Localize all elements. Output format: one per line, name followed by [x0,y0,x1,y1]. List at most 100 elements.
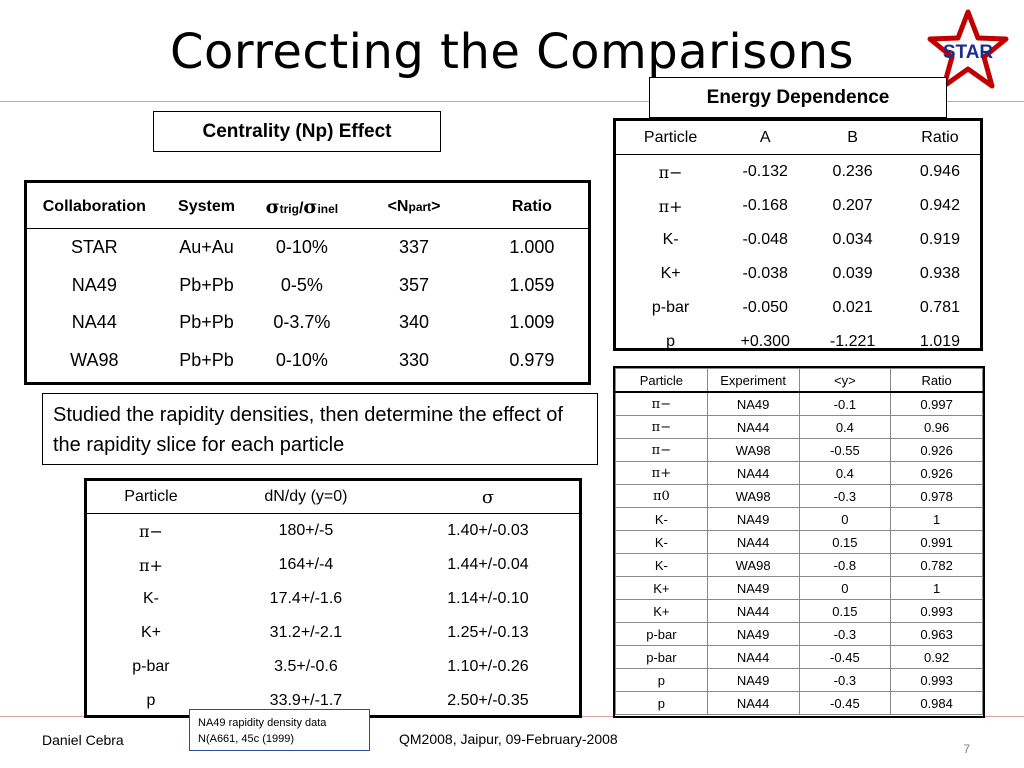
cell-sigma: 1.25+/-0.13 [447,624,529,641]
table-row: π− 180+/-5 1.40+/-0.03 [87,514,579,549]
cell-npart: 357 [399,274,430,295]
table-header-row: Particle A B Ratio [616,121,980,155]
table-row: p NA49 -0.3 0.993 [615,668,983,692]
cell-experiment: NA49 [706,391,800,416]
table-row: p-bar NA44 -0.45 0.92 [615,645,983,669]
cell-b: 0.034 [832,231,873,248]
cell-ratio: 1 [890,507,983,531]
col-header-particle: Particle [615,368,708,393]
cell-ratio: 1.000 [509,237,555,258]
col-header-ratio: Ratio [890,368,983,393]
cell-b: -1.221 [829,333,876,350]
cell-particle: π+ [138,555,163,575]
cell-particle: p-bar [651,299,690,316]
rapidity-table: Particle Experiment <y> Ratio π− NA49 -0.1… [615,368,983,715]
cell-y: 0.4 [798,415,892,439]
cell-collaboration: WA98 [70,349,119,370]
cell-particle: p-bar [615,622,708,646]
table-row: p-bar -0.050 0.021 0.781 [616,291,980,325]
cell-y: -0.8 [798,553,892,577]
col-header-dndy: dN/dy (y=0) [214,481,397,514]
table-row: STAR Au+Au 0-10% 337 1.000 [27,229,588,267]
cell-dndy: 164+/-4 [278,556,334,573]
col-header-system: System [161,185,252,229]
cell-system: Pb+Pb [179,274,234,295]
col-header-ratio: Ratio [899,121,980,155]
cell-dndy: 17.4+/-1.6 [269,590,343,607]
table-row: K+ 31.2+/-2.1 1.25+/-0.13 [87,616,579,650]
cell-y: 0 [798,507,892,531]
table-row: NA49 Pb+Pb 0-5% 357 1.059 [27,267,588,305]
footer-author: Daniel Cebra [42,732,124,748]
star-logo: STAR [927,9,1009,89]
col-header-ratio: Ratio [475,185,588,229]
cell-system: Pb+Pb [179,312,234,333]
energy-label: Energy Dependence [649,77,947,118]
cell-experiment: NA44 [706,461,800,485]
dndy-table: Particle dN/dy (y=0) σ π− 180+/-5 1.40+/-0… [87,481,579,718]
cell-y: -0.55 [798,438,892,462]
cell-system: Au+Au [179,237,234,258]
rapidity-note: Studied the rapidity densities, then det… [42,393,598,465]
cell-particle: K+ [615,576,708,600]
cell-a: -0.050 [742,299,788,316]
cell-ratio: 0.997 [890,391,983,416]
cell-y: -0.45 [798,691,892,715]
cell-ratio: 1 [890,576,983,600]
cell-sigma: 1.44+/-0.04 [447,556,529,573]
cell-experiment: NA44 [706,645,800,669]
cell-ratio: 0.993 [890,668,983,692]
cell-ratio: 1.019 [919,333,960,350]
cell-experiment: NA49 [706,668,800,692]
cell-b: 0.039 [832,265,873,282]
table-header-row: Particle dN/dy (y=0) σ [87,481,579,514]
cell-ratio: 0.978 [890,484,983,508]
cell-y: 0.4 [798,461,892,485]
dndy-table-panel: Particle dN/dy (y=0) σ π− 180+/-5 1.40+/-0… [84,478,582,718]
cell-ratio: 0.993 [890,599,983,623]
cell-experiment: NA49 [706,507,800,531]
table-row: K- 17.4+/-1.6 1.14+/-0.10 [87,582,579,616]
cell-experiment: NA44 [706,530,800,554]
cell-ratio: 0.946 [919,163,960,180]
footer-note-line: NA49 rapidity density data [198,717,327,729]
table-row: p 33.9+/-1.7 2.50+/-0.35 [87,684,579,718]
table-row: π0 WA98 -0.3 0.978 [615,484,983,508]
cell-ratio: 0.926 [890,461,983,485]
table-row: WA98 Pb+Pb 0-10% 330 0.979 [27,342,588,380]
cell-ratio: 0.96 [890,415,983,439]
cell-ratio: 0.92 [890,645,983,669]
energy-table: Particle A B Ratio π− -0.132 0.236 0.946 π+… [616,121,980,359]
cell-particle: π− [615,391,708,416]
table-row: π− NA44 0.4 0.96 [615,415,983,439]
centrality-table-panel: Collaboration System σtrig/σinel <Npart>… [24,180,591,385]
table-row: π− -0.132 0.236 0.946 [616,155,980,190]
cell-sigma: 0-3.7% [273,312,331,333]
cell-sigma: 1.10+/-0.26 [447,658,529,675]
cell-particle: K+ [140,624,161,641]
cell-ratio: 0.782 [890,553,983,577]
table-row: p +0.300 -1.221 1.019 [616,325,980,359]
col-header-a: A [725,121,806,155]
cell-experiment: NA44 [706,415,800,439]
cell-ratio: 1.009 [509,312,555,333]
cell-a: +0.300 [740,333,790,350]
cell-a: -0.132 [742,163,788,180]
col-header-experiment: Experiment [706,368,800,393]
cell-particle: p [615,668,708,692]
cell-npart: 337 [399,237,430,258]
cell-particle: π− [138,521,163,541]
cell-y: -0.3 [798,668,892,692]
footer-conference: QM2008, Jaipur, 09-February-2008 [399,731,618,747]
cell-y: -0.3 [798,622,892,646]
cell-collaboration: NA44 [71,312,117,333]
col-header-npart: <Npart> [352,185,476,229]
cell-dndy: 31.2+/-2.1 [269,624,343,641]
slide-title: Correcting the Comparisons [169,24,855,80]
cell-y: -0.1 [798,391,892,416]
cell-particle: K- [662,231,679,248]
cell-ratio: 1.059 [509,274,555,295]
cell-particle: K- [615,553,708,577]
col-header-b: B [805,121,900,155]
cell-collaboration: NA49 [71,274,117,295]
